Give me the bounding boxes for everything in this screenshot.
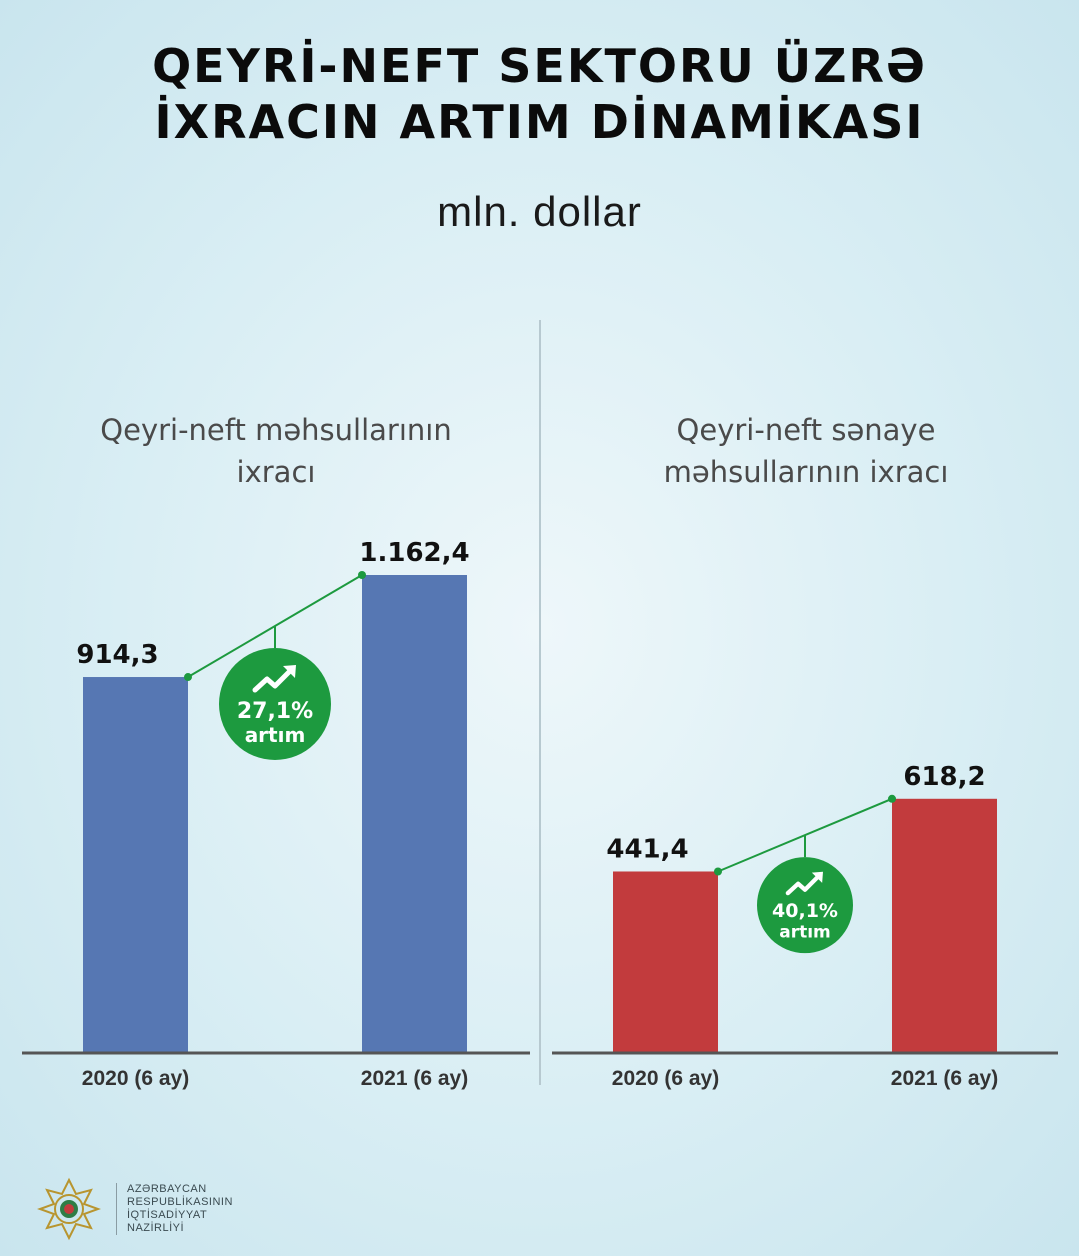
- chart-title-line: Qeyri-neft sənaye: [677, 413, 936, 447]
- x-tick-label: 2021 (6 ay): [891, 1067, 998, 1090]
- ministry-name-line-3: İQTİSADİYYAT: [127, 1209, 208, 1221]
- growth-point-start: [184, 673, 192, 682]
- x-tick-label: 2021 (6 ay): [361, 1067, 468, 1090]
- unit-label: mln. dollar: [437, 188, 642, 235]
- panel-divider: [539, 320, 541, 1085]
- ministry-name-line-4: NAZİRLİYİ: [127, 1222, 185, 1234]
- bar-2021: [362, 575, 467, 1053]
- trend-up-icon: [785, 873, 821, 896]
- x-tick-label: 2020 (6 ay): [82, 1067, 189, 1090]
- growth-point-end: [888, 794, 896, 803]
- chart-title-line: ixracı: [237, 455, 316, 489]
- bar-2021: [892, 798, 997, 1053]
- chart-panel-2: Qeyri-neft sənaye məhsullarının ixracı 441…: [552, 413, 1058, 1090]
- bar-value-label: 618,2: [903, 762, 985, 792]
- growth-point-end: [358, 571, 366, 579]
- title-line-2: İXRACIN ARTIM DİNAMİKASI: [154, 95, 925, 149]
- x-tick-label: 2020 (6 ay): [612, 1067, 719, 1090]
- ministry-emblem-icon: [37, 1177, 101, 1241]
- trend-up-arrowhead-icon: [283, 665, 296, 679]
- chart-title-line: Qeyri-neft məhsullarının: [100, 413, 451, 447]
- growth-point-start: [714, 867, 722, 876]
- growth-label: artım: [245, 723, 306, 747]
- title-line-1: QEYRİ-NEFT SEKTORU ÜZRƏ: [152, 39, 927, 93]
- trend-up-arrowhead-icon: [811, 871, 823, 883]
- footer: AZƏRBAYCAN RESPUBLİKASININ İQTİSADİYYAT …: [36, 1176, 233, 1242]
- growth-label: artım: [779, 923, 831, 943]
- growth-badge: [219, 648, 331, 761]
- bar-value-label: 441,4: [606, 834, 688, 864]
- ministry-name-line-1: AZƏRBAYCAN: [127, 1183, 207, 1195]
- page-title: QEYRİ-NEFT SEKTORU ÜZRƏ İXRACIN ARTIM Dİ…: [0, 38, 1079, 150]
- growth-percent: 40,1%: [772, 900, 838, 922]
- bar-2020: [83, 677, 188, 1053]
- trend-up-icon: [252, 667, 294, 693]
- bar-2020: [613, 871, 718, 1053]
- bar-value-label: 1.162,4: [359, 538, 469, 568]
- growth-badge: [757, 857, 853, 954]
- chart-title-line: məhsullarının ixracı: [664, 455, 949, 489]
- ministry-name-line-2: RESPUBLİKASININ: [127, 1196, 233, 1208]
- ministry-name: AZƏRBAYCAN RESPUBLİKASININ İQTİSADİYYAT …: [116, 1183, 233, 1235]
- growth-percent: 27,1%: [237, 699, 313, 724]
- bar-value-label: 914,3: [76, 640, 158, 670]
- chart-panel-1: Qeyri-neft məhsullarının ixracı 914,3 2020 …: [22, 413, 530, 1090]
